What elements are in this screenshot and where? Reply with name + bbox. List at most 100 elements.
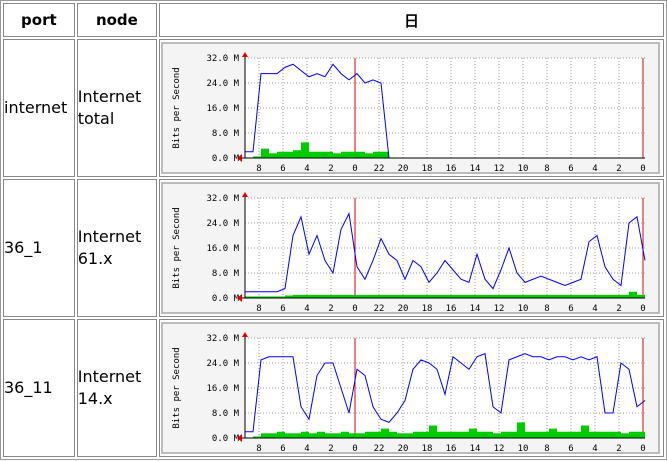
in-bar — [333, 433, 342, 438]
data-row: internet Internet total Bits per Second 0.0… — [3, 39, 664, 177]
x-tick-label: 18 — [422, 164, 433, 174]
in-bar — [437, 294, 446, 298]
x-tick-label: 20 — [398, 164, 409, 174]
in-bar — [301, 294, 310, 298]
x-tick-label: 10 — [518, 304, 529, 314]
in-bar — [509, 294, 518, 298]
x-tick-label: 10 — [518, 444, 529, 454]
y-tick-label: 0.0 M — [212, 294, 240, 304]
in-bar — [557, 431, 566, 438]
in-bar — [573, 431, 582, 438]
x-tick-label: 16 — [446, 304, 457, 314]
in-bar — [517, 422, 526, 438]
in-bar — [365, 431, 374, 438]
in-bar — [469, 428, 478, 438]
y-axis-label: Bits per Second — [172, 207, 182, 288]
in-bar — [629, 291, 638, 298]
in-bar — [389, 294, 398, 298]
in-bar — [293, 150, 302, 158]
x-tick-label: 6 — [568, 164, 573, 174]
x-tick-label: 6 — [280, 304, 285, 314]
in-bar — [485, 294, 494, 298]
port-cell: 36_11 — [3, 319, 75, 457]
in-bar — [373, 431, 382, 438]
in-bar — [253, 436, 262, 438]
axis-arrow — [237, 434, 243, 442]
in-bar — [549, 428, 558, 438]
x-tick-label: 6 — [280, 444, 285, 454]
in-bar — [261, 433, 270, 438]
x-tick-label: 2 — [328, 304, 333, 314]
in-bar — [613, 294, 622, 298]
x-tick-label: 8 — [256, 304, 261, 314]
x-tick-label: 6 — [568, 304, 573, 314]
in-bar — [445, 431, 454, 438]
x-tick-label: 12 — [494, 164, 505, 174]
in-bar — [325, 294, 334, 298]
in-bar — [269, 433, 278, 438]
x-tick-label: 2 — [616, 444, 621, 454]
graph-cell: Bits per Second 0.0 M 8.0 M 16.0 M 24.0 M 32.… — [159, 179, 664, 317]
axis-arrow — [242, 192, 249, 197]
header-node: node — [76, 3, 158, 37]
y-tick-label: 32.0 M — [207, 54, 240, 64]
in-bar — [317, 294, 326, 298]
in-bar — [317, 151, 326, 158]
in-bar — [581, 425, 590, 438]
in-bar — [389, 431, 398, 438]
data-row: 36_11 Internet 14.x Bits per Second 0.0 M 8.… — [3, 319, 664, 457]
x-tick-label: 4 — [592, 164, 597, 174]
in-bar — [477, 431, 486, 438]
header-row: port node 日 — [3, 3, 664, 37]
header-graph: 日 — [159, 3, 664, 37]
y-axis-label: Bits per Second — [172, 67, 182, 148]
x-tick-label: 2 — [616, 304, 621, 314]
port-cell: internet — [3, 39, 75, 177]
in-bar — [309, 433, 318, 438]
in-bar — [341, 151, 350, 158]
in-bar — [469, 294, 478, 298]
traffic-graph: Bits per Second 0.0 M 8.0 M 16.0 M 24.0 M 32.… — [161, 42, 661, 174]
in-bar — [421, 294, 430, 298]
x-tick-label: 12 — [494, 444, 505, 454]
x-tick-label: 4 — [592, 304, 597, 314]
in-bar — [581, 294, 590, 298]
node-cell: Internet 14.x — [76, 319, 158, 457]
y-tick-label: 16.0 M — [207, 384, 240, 394]
x-tick-label: 22 — [374, 164, 385, 174]
in-bar — [325, 433, 334, 438]
in-bar — [381, 428, 390, 438]
x-tick-label: 12 — [494, 304, 505, 314]
x-tick-label: 2 — [328, 444, 333, 454]
in-bar — [589, 294, 598, 298]
y-tick-label: 8.0 M — [212, 409, 240, 419]
x-tick-label: 10 — [518, 164, 529, 174]
x-tick-label: 14 — [470, 304, 481, 314]
in-bar — [397, 294, 406, 298]
in-bar — [573, 294, 582, 298]
in-bar — [629, 431, 638, 438]
y-tick-label: 32.0 M — [207, 194, 240, 204]
x-tick-label: 0 — [640, 444, 645, 454]
in-bar — [413, 431, 422, 438]
x-tick-label: 8 — [544, 164, 549, 174]
traffic-graph: Bits per Second 0.0 M 8.0 M 16.0 M 24.0 M 32.… — [161, 322, 661, 454]
in-bar — [285, 295, 294, 298]
port-cell: 36_1 — [3, 179, 75, 317]
x-tick-label: 16 — [446, 444, 457, 454]
axis-arrow — [237, 154, 243, 162]
in-bar — [565, 431, 574, 438]
in-bar — [461, 294, 470, 298]
in-bar — [285, 433, 294, 438]
x-tick-label: 16 — [446, 164, 457, 174]
x-tick-label: 0 — [352, 164, 357, 174]
x-tick-label: 2 — [328, 164, 333, 174]
y-tick-label: 0.0 M — [212, 434, 240, 444]
in-bar — [437, 431, 446, 438]
node-cell: Internet total — [76, 39, 158, 177]
in-bar — [525, 431, 534, 438]
in-bar — [277, 431, 286, 438]
in-bar — [333, 153, 342, 158]
in-bar — [269, 296, 278, 298]
